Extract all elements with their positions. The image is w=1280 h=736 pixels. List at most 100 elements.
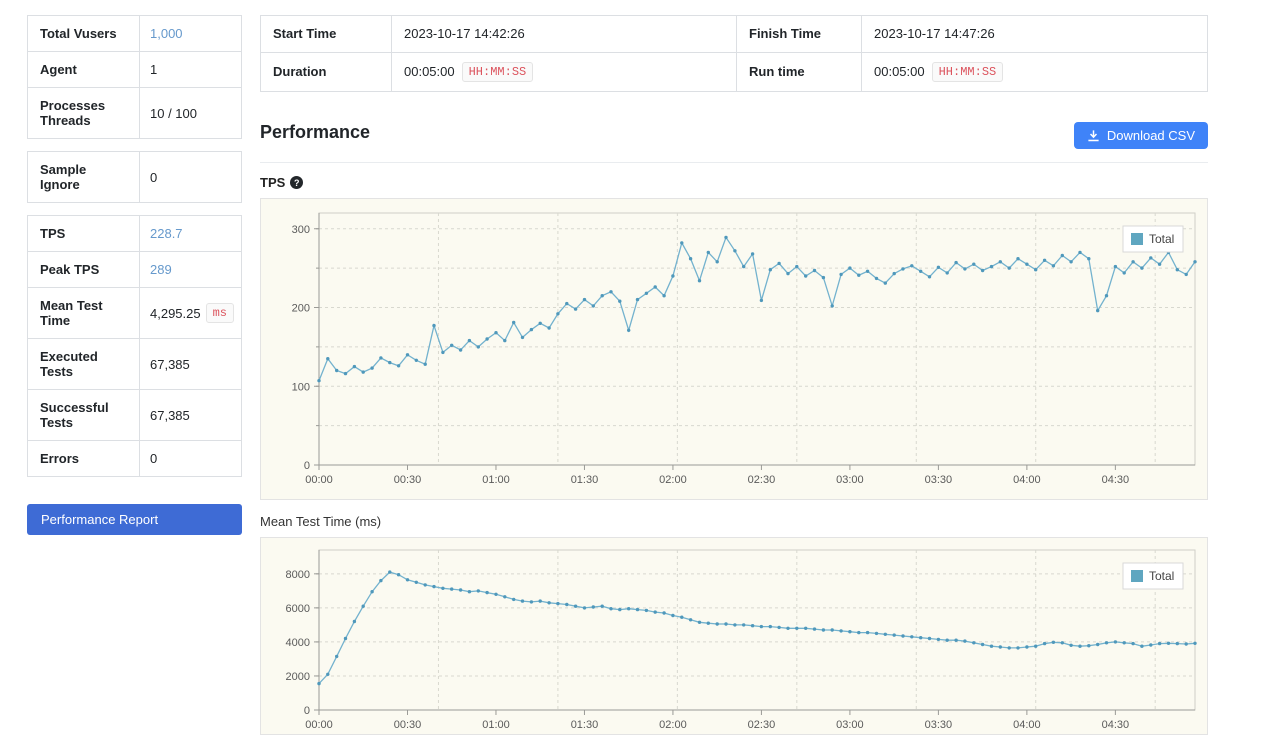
mean-test-time-chart-container: 0 2000 4000 6000 8000 00:00 00:30 01:00 01:30 02:… [260, 537, 1208, 735]
stat-label: Agent [28, 52, 140, 87]
run-time-value: 00:05:00 HH:MM:SS [861, 52, 1207, 91]
svg-text:00:00: 00:00 [305, 474, 333, 486]
series-total [317, 570, 1197, 686]
svg-text:02:30: 02:30 [748, 474, 776, 486]
stat-row: Mean Test Time 4,295.25 ms [28, 287, 241, 338]
stat-row: Agent 1 [28, 51, 241, 87]
finish-time-value: 2023-10-17 14:47:26 [861, 16, 1207, 52]
stat-row: Executed Tests 67,385 [28, 338, 241, 389]
main-content: Start Time 2023-10-17 14:42:26 Finish Ti… [260, 15, 1208, 735]
stat-label: Processes Threads [28, 88, 140, 138]
test-summary-sidebar: Total Vusers 1,000 Agent 1 Processes Thr… [27, 15, 242, 535]
svg-text:04:30: 04:30 [1102, 719, 1130, 731]
stat-row: Successful Tests 67,385 [28, 389, 241, 440]
svg-text:8000: 8000 [286, 569, 310, 581]
stat-value: 10 / 100 [150, 105, 197, 121]
svg-text:00:00: 00:00 [305, 719, 333, 731]
stat-table-vusers: Total Vusers 1,000 Agent 1 Processes Thr… [27, 15, 242, 139]
svg-text:02:00: 02:00 [659, 474, 687, 486]
stat-value: 1,000 [150, 26, 183, 41]
svg-text:02:30: 02:30 [748, 719, 776, 731]
tps-chart: 0 100 200 300 00:00 00:30 01:00 01:30 02:00 02:30… [261, 199, 1207, 499]
start-time-label: Start Time [273, 26, 337, 41]
stat-value: 289 [150, 262, 172, 277]
stat-label: Sample Ignore [28, 152, 140, 202]
svg-text:03:00: 03:00 [836, 474, 864, 486]
stat-row: Total Vusers 1,000 [28, 16, 241, 51]
svg-text:300: 300 [292, 224, 310, 236]
stat-value: 67,385 [150, 356, 190, 372]
download-csv-label: Download CSV [1106, 128, 1195, 143]
download-csv-button[interactable]: Download CSV [1073, 122, 1208, 149]
time-summary-table: Start Time 2023-10-17 14:42:26 Finish Ti… [260, 15, 1208, 92]
duration-label: Duration [261, 52, 391, 91]
svg-text:200: 200 [292, 303, 310, 315]
tps-chart-title: TPS ? [260, 175, 1208, 190]
run-time-value-text: 00:05:00 [874, 64, 925, 79]
svg-text:2000: 2000 [286, 671, 310, 683]
mean-test-time-chart: 0 2000 4000 6000 8000 00:00 00:30 01:00 01:30 02:… [261, 538, 1207, 734]
svg-text:03:00: 03:00 [836, 719, 864, 731]
duration-format-badge: HH:MM:SS [461, 62, 534, 82]
tps-chart-title-text: TPS [260, 175, 286, 190]
performance-heading: Performance [260, 122, 371, 142]
stat-row: Sample Ignore 0 [28, 152, 241, 202]
start-time-value: 2023-10-17 14:42:26 [391, 16, 736, 52]
svg-text:0: 0 [304, 705, 310, 717]
svg-text:4000: 4000 [286, 637, 310, 649]
svg-text:Total: Total [1149, 232, 1174, 246]
svg-text:0: 0 [304, 460, 310, 472]
duration-value: 00:05:00 HH:MM:SS [391, 52, 736, 91]
stat-value-number: 4,295.25 [150, 305, 201, 321]
ms-unit-badge: ms [205, 303, 235, 323]
stat-value: 4,295.25 ms [140, 288, 244, 338]
svg-text:04:00: 04:00 [1013, 719, 1041, 731]
duration-value-text: 00:05:00 [404, 64, 455, 79]
run-time-label: Run time [736, 52, 861, 91]
stat-label: Errors [28, 441, 140, 476]
finish-time-label: Finish Time [736, 16, 861, 52]
stat-row: Peak TPS 289 [28, 251, 241, 287]
stat-label: Total Vusers [28, 16, 140, 51]
stat-value: 0 [150, 451, 158, 466]
stat-label: Peak TPS [28, 252, 140, 287]
stat-row: Errors 0 [28, 440, 241, 476]
download-icon [1088, 130, 1099, 142]
mean-test-time-chart-title: Mean Test Time (ms) [260, 514, 382, 529]
stat-label: TPS [28, 216, 140, 251]
stat-row: TPS 228.7 [28, 216, 241, 251]
stat-label: Successful Tests [28, 390, 140, 440]
series-total [317, 235, 1197, 383]
performance-header: Performance Download CSV [260, 122, 1208, 163]
svg-text:04:30: 04:30 [1102, 474, 1130, 486]
svg-text:01:30: 01:30 [571, 474, 599, 486]
run-time-format-badge: HH:MM:SS [931, 62, 1004, 82]
stat-label: Executed Tests [28, 339, 140, 389]
performance-report-button[interactable]: Performance Report [27, 504, 242, 535]
svg-text:Total: Total [1149, 569, 1174, 583]
legend: Total [1122, 562, 1184, 590]
svg-text:03:30: 03:30 [925, 474, 953, 486]
stat-label: Mean Test Time [28, 288, 140, 338]
svg-text:6000: 6000 [286, 603, 310, 615]
svg-text:100: 100 [292, 381, 310, 393]
legend: Total [1122, 225, 1184, 253]
help-icon[interactable]: ? [290, 176, 304, 189]
stat-table-results: TPS 228.7 Peak TPS 289 Mean Test Time 4,… [27, 215, 242, 477]
svg-text:01:30: 01:30 [571, 719, 599, 731]
stat-value: 0 [150, 169, 158, 185]
svg-text:01:00: 01:00 [482, 719, 510, 731]
svg-text:03:30: 03:30 [925, 719, 953, 731]
svg-text:04:00: 04:00 [1013, 474, 1041, 486]
stat-row: Processes Threads 10 / 100 [28, 87, 241, 138]
stat-value: 67,385 [150, 407, 190, 423]
svg-text:00:30: 00:30 [394, 474, 422, 486]
stat-value: 1 [150, 62, 158, 77]
stat-value: 228.7 [150, 226, 183, 241]
stat-table-sample: Sample Ignore 0 [27, 151, 242, 203]
tps-chart-container: 0 100 200 300 00:00 00:30 01:00 01:30 02:00 02:30… [260, 198, 1208, 500]
svg-text:01:00: 01:00 [482, 474, 510, 486]
svg-text:02:00: 02:00 [659, 719, 687, 731]
svg-text:00:30: 00:30 [394, 719, 422, 731]
